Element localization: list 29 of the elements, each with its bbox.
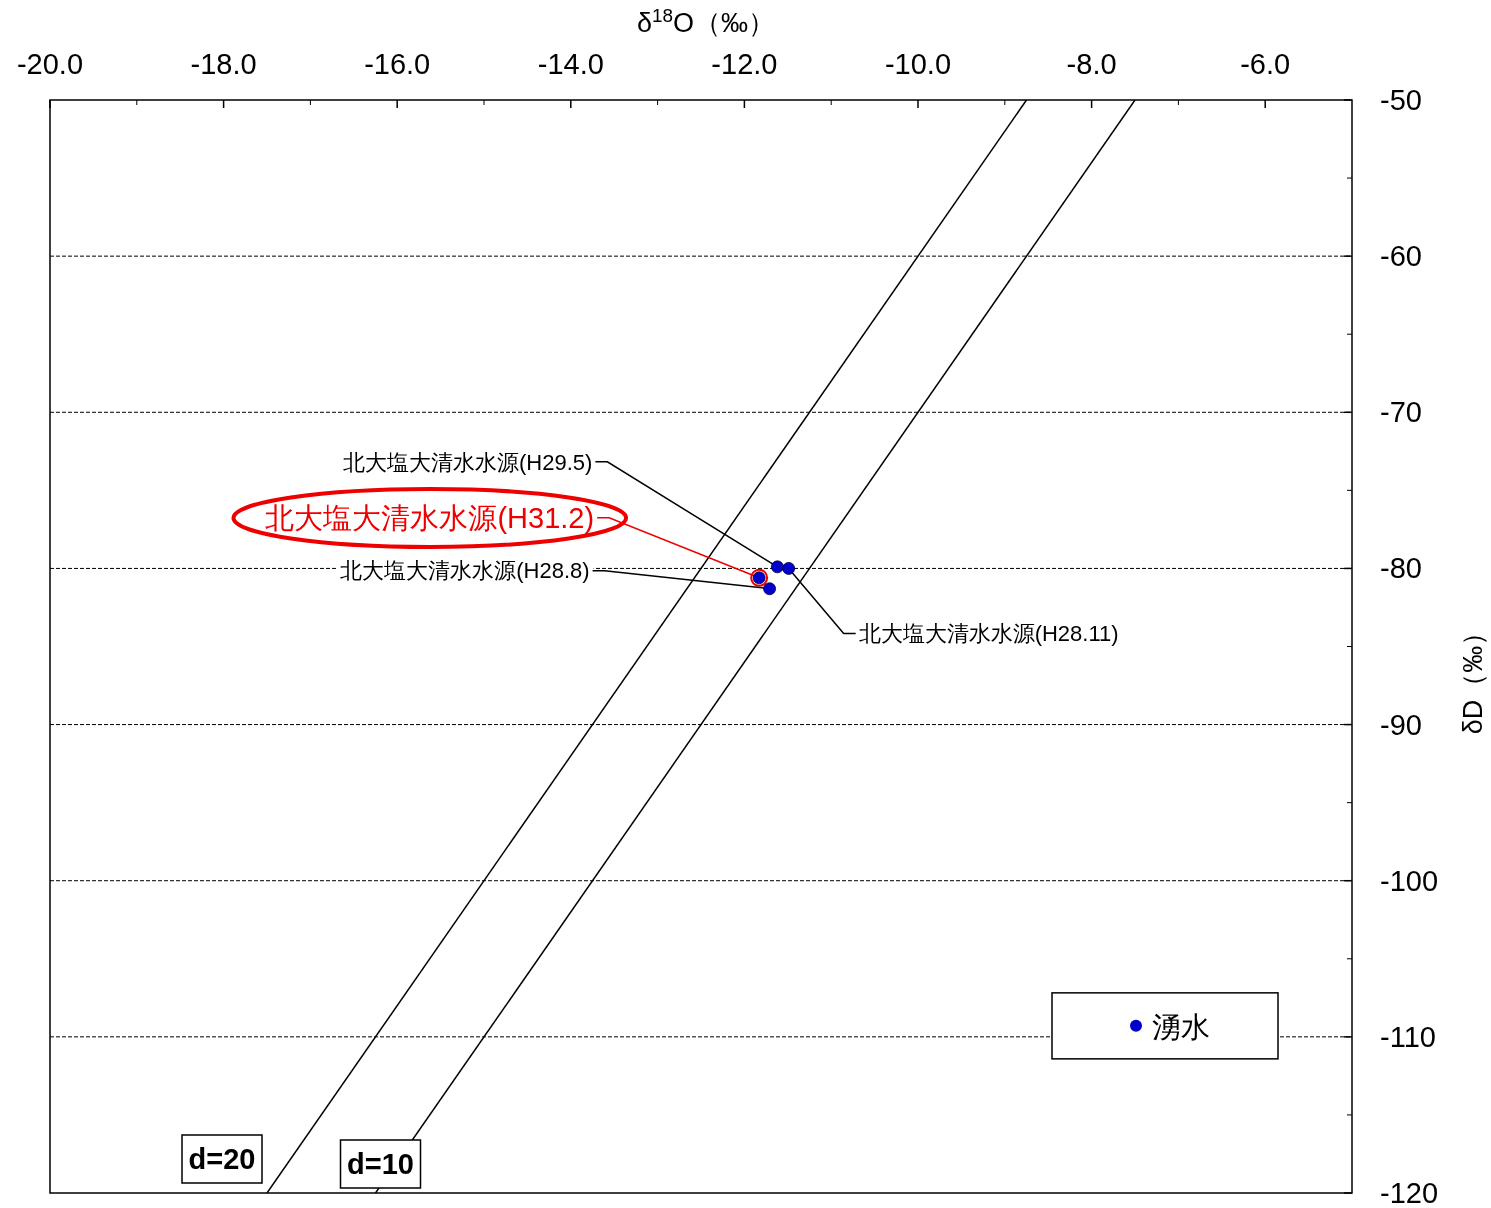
x-tick-label: -6.0 — [1240, 48, 1291, 80]
x-axis-title: δ$^{18}$O（‰） — [636, 4, 776, 38]
point — [770, 560, 784, 574]
annotation: 北大塩大清水水源(H31.2) — [265, 501, 595, 534]
y-tick-label: -60 — [1380, 240, 1422, 273]
y-axis-title: δD（‰） — [1458, 618, 1488, 735]
y-tick-label: -50 — [1380, 84, 1422, 116]
x-tick-label: -12.0 — [711, 48, 778, 80]
x-tick-label: -20.0 — [16, 48, 84, 80]
x-tick-label: -18.0 — [190, 48, 257, 80]
y-tick-label: -90 — [1380, 708, 1422, 741]
x-tick-label: -16.0 — [364, 48, 431, 80]
y-tick-label: -80 — [1380, 552, 1422, 585]
y-tick-label: -100 — [1380, 864, 1439, 897]
x-tick-label: -14.0 — [537, 48, 604, 80]
series-label: d=10 — [347, 1148, 414, 1180]
legend: 湧水 — [1051, 992, 1279, 1060]
point — [782, 562, 796, 575]
x-tick-label: -8.0 — [1066, 48, 1117, 80]
legend-label: 湧水 — [1152, 1010, 1210, 1043]
x-tick-label: -10.0 — [884, 48, 952, 80]
y-tick-label: -120 — [1380, 1177, 1439, 1208]
series-label: d=20 — [188, 1143, 256, 1175]
annotation: 北大塩大清水水源(H28.8) — [340, 558, 590, 584]
y-tick-label: -110 — [1380, 1020, 1436, 1053]
annotation: 北大塩大清水水源(H28.11) — [858, 621, 1119, 647]
y-tick-label: -70 — [1380, 396, 1422, 429]
annotation: 北大塩大清水水源(H29.5) — [343, 449, 593, 475]
point — [763, 582, 776, 596]
